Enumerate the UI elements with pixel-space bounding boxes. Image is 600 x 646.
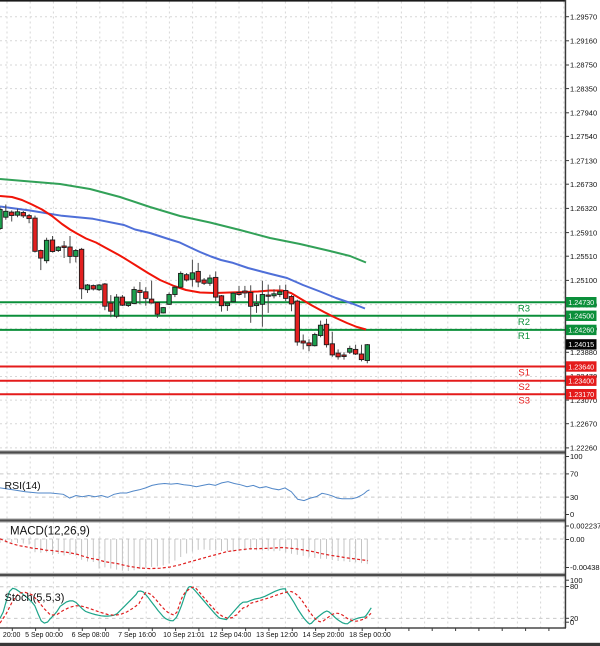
svg-text:1.28350: 1.28350 (570, 84, 597, 93)
svg-text:70: 70 (570, 470, 578, 479)
svg-text:1.23070: 1.23070 (570, 396, 597, 405)
svg-text:30: 30 (570, 493, 578, 502)
svg-text:1.27940: 1.27940 (570, 109, 597, 118)
svg-text:S3: S3 (518, 395, 530, 406)
svg-text:7 Sep 16:00: 7 Sep 16:00 (118, 632, 156, 639)
svg-text:10 Sep 21:01: 10 Sep 21:01 (163, 632, 205, 639)
svg-text:MACD(12,26,9): MACD(12,26,9) (10, 526, 90, 538)
svg-text:RSI(14): RSI(14) (5, 480, 41, 492)
svg-text:100: 100 (570, 576, 583, 585)
svg-text:1.24260: 1.24260 (568, 326, 594, 335)
svg-text:20: 20 (570, 614, 578, 623)
svg-text:1.24015: 1.24015 (568, 340, 594, 349)
svg-text:12 Sep 04:00: 12 Sep 04:00 (210, 632, 252, 639)
svg-text:1.25910: 1.25910 (570, 228, 597, 237)
svg-text:1.22670: 1.22670 (570, 419, 597, 428)
svg-text:1.26730: 1.26730 (570, 180, 597, 189)
svg-text:6 Sep 08:00: 6 Sep 08:00 (72, 632, 110, 639)
svg-text:1.23640: 1.23640 (568, 362, 594, 371)
svg-text:1.29570: 1.29570 (570, 12, 597, 21)
svg-text:20:00: 20:00 (3, 632, 21, 639)
svg-text:S1: S1 (518, 368, 530, 379)
svg-text:80: 80 (570, 582, 578, 591)
svg-text:R2: R2 (518, 317, 530, 328)
svg-text:S2: S2 (518, 382, 530, 393)
svg-text:14 Sep 20:00: 14 Sep 20:00 (303, 632, 345, 639)
svg-text:0: 0 (570, 618, 574, 627)
svg-text:18 Sep 00:00: 18 Sep 00:00 (349, 632, 391, 639)
svg-text:1.24500: 1.24500 (568, 312, 594, 321)
svg-text:1.22260: 1.22260 (570, 444, 597, 453)
svg-text:Stoch(5,5,3): Stoch(5,5,3) (5, 592, 65, 604)
svg-text:1.24730: 1.24730 (568, 298, 594, 307)
svg-text:13 Sep 12:00: 13 Sep 12:00 (256, 632, 298, 639)
svg-text:1.28750: 1.28750 (570, 61, 597, 70)
svg-text:1.26320: 1.26320 (570, 204, 597, 213)
svg-text:1.27130: 1.27130 (570, 156, 597, 165)
svg-text:1.25510: 1.25510 (570, 252, 597, 261)
svg-text:100: 100 (570, 452, 583, 461)
svg-text:1.23400: 1.23400 (568, 377, 594, 386)
svg-text:5 Sep 00:00: 5 Sep 00:00 (25, 632, 63, 639)
svg-text:1.29160: 1.29160 (570, 37, 597, 46)
svg-text:R1: R1 (518, 331, 530, 342)
svg-text:-0.004385: -0.004385 (570, 563, 600, 572)
svg-text:1.23880: 1.23880 (570, 348, 597, 357)
svg-text:1.27540: 1.27540 (570, 132, 597, 141)
svg-text:0: 0 (570, 510, 574, 519)
svg-text:R3: R3 (518, 303, 530, 314)
svg-text:0.00: 0.00 (570, 535, 585, 544)
svg-text:0.002237: 0.002237 (570, 522, 600, 531)
svg-text:1.25100: 1.25100 (570, 276, 597, 285)
svg-text:1.23170: 1.23170 (568, 390, 594, 399)
